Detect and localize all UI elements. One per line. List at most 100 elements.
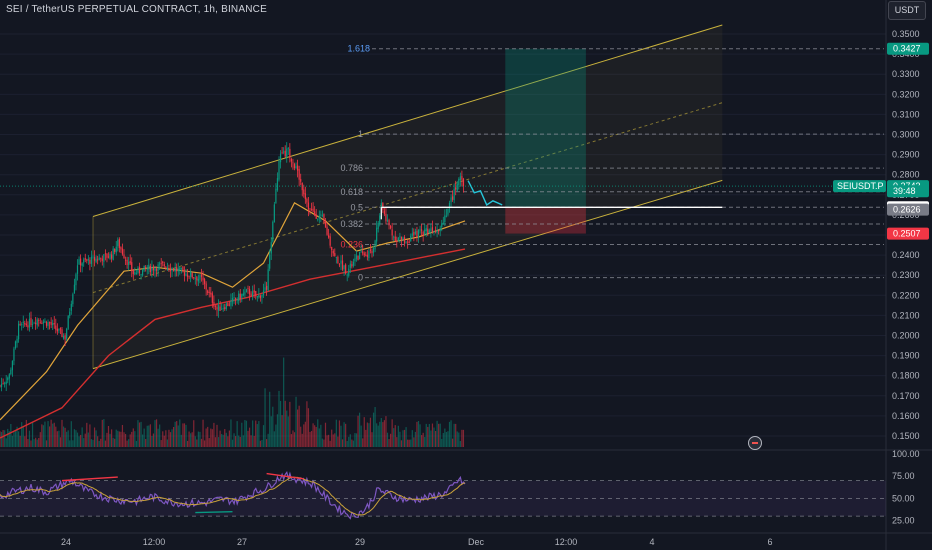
candle-body <box>81 263 83 266</box>
candle-body <box>287 147 289 149</box>
candle-body <box>293 164 296 169</box>
candle-body <box>377 222 379 229</box>
candle-body <box>98 257 100 260</box>
volume-bar <box>0 431 1 447</box>
candle-body <box>52 323 54 326</box>
candle-body <box>253 290 255 293</box>
candle-body <box>245 289 248 292</box>
price-tick-label: 0.2800 <box>892 170 920 180</box>
volume-bar <box>456 431 458 447</box>
candle-body <box>163 264 165 267</box>
candle-body <box>295 166 297 169</box>
volume-bar <box>126 440 128 447</box>
volume-bar <box>405 427 407 447</box>
volume-bar <box>2 430 4 447</box>
candle-body <box>0 385 1 387</box>
volume-bar <box>52 423 54 447</box>
volume-bar <box>117 430 119 447</box>
chart-title: SEI / TetherUS PERPETUAL CONTRACT, 1h, B… <box>6 4 267 15</box>
volume-bar <box>388 439 390 447</box>
candle-body <box>89 259 91 264</box>
volume-bar <box>304 421 306 447</box>
candle-body <box>374 240 376 250</box>
volume-bar <box>89 424 91 447</box>
candle-body <box>448 202 451 208</box>
volume-bar <box>397 425 399 447</box>
candle-body <box>461 175 463 180</box>
volume-bar <box>188 431 190 447</box>
volume-bar <box>98 440 100 447</box>
candle-body <box>355 255 358 259</box>
candle-body <box>75 274 77 286</box>
volume-bar <box>38 437 40 447</box>
candle-body <box>425 228 427 232</box>
candle-body <box>422 231 424 236</box>
candle-body <box>103 254 105 262</box>
currency-button[interactable]: USDT <box>888 1 926 20</box>
candle-body <box>386 220 389 222</box>
volume-bar <box>157 428 159 447</box>
candle-body <box>233 297 235 299</box>
volume-bar <box>258 421 260 447</box>
volume-bar <box>247 430 249 447</box>
candle-body <box>173 268 175 271</box>
candle-body <box>445 215 447 217</box>
time-label: 12:00 <box>555 537 578 547</box>
volume-bar <box>323 439 325 447</box>
candle-body <box>204 279 206 284</box>
volume-bar <box>14 431 17 447</box>
candle-body <box>317 219 319 220</box>
volume-bar <box>50 419 52 447</box>
volume-bar <box>421 435 423 447</box>
candle-body <box>221 308 223 310</box>
volume-bar <box>273 431 275 447</box>
volume-bar <box>349 434 351 447</box>
volume-bar <box>399 431 401 447</box>
volume-bar <box>245 420 248 447</box>
flag-icon[interactable] <box>748 436 762 450</box>
candle-body <box>50 321 52 325</box>
volume-bar <box>207 426 209 447</box>
volume-bar <box>121 424 124 447</box>
volume-bar <box>462 429 465 447</box>
candles <box>0 142 465 392</box>
candle-body <box>39 322 41 324</box>
fib-level-label: 0 <box>358 273 363 283</box>
volume-bar <box>4 430 6 447</box>
candle-body <box>369 249 372 251</box>
volume-bar <box>293 432 296 447</box>
candle-body <box>160 262 162 264</box>
candle-body <box>8 374 10 379</box>
volume-bar <box>124 433 127 447</box>
volume-bar <box>146 425 148 447</box>
volume-bar <box>393 428 395 447</box>
candle-body <box>21 324 23 326</box>
volume-bar <box>213 422 215 447</box>
candle-body <box>157 264 159 272</box>
volume-bar <box>411 430 413 447</box>
candle-body <box>441 223 443 228</box>
volume-bar <box>115 429 117 447</box>
candle-body <box>27 325 29 328</box>
volume-bar <box>16 426 18 447</box>
volume-bar <box>13 432 15 447</box>
volume-bar <box>297 409 299 447</box>
volume-bar <box>286 410 288 447</box>
candle-body <box>352 261 354 266</box>
volume-bar <box>129 434 131 447</box>
candle-body <box>169 269 172 271</box>
volume-bar <box>266 439 268 447</box>
volume-bar <box>402 430 404 447</box>
volume-bar <box>70 421 72 447</box>
volume-bar <box>211 429 213 447</box>
candle-body <box>18 323 20 340</box>
volume-bar <box>25 419 27 447</box>
price-tick-label: 0.1800 <box>892 371 920 381</box>
candle-body <box>120 246 122 250</box>
candle-body <box>283 151 285 153</box>
volume-bar <box>391 419 393 447</box>
candle-body <box>262 290 265 296</box>
volume-bar <box>152 433 155 447</box>
channel-lower-line <box>92 179 723 370</box>
